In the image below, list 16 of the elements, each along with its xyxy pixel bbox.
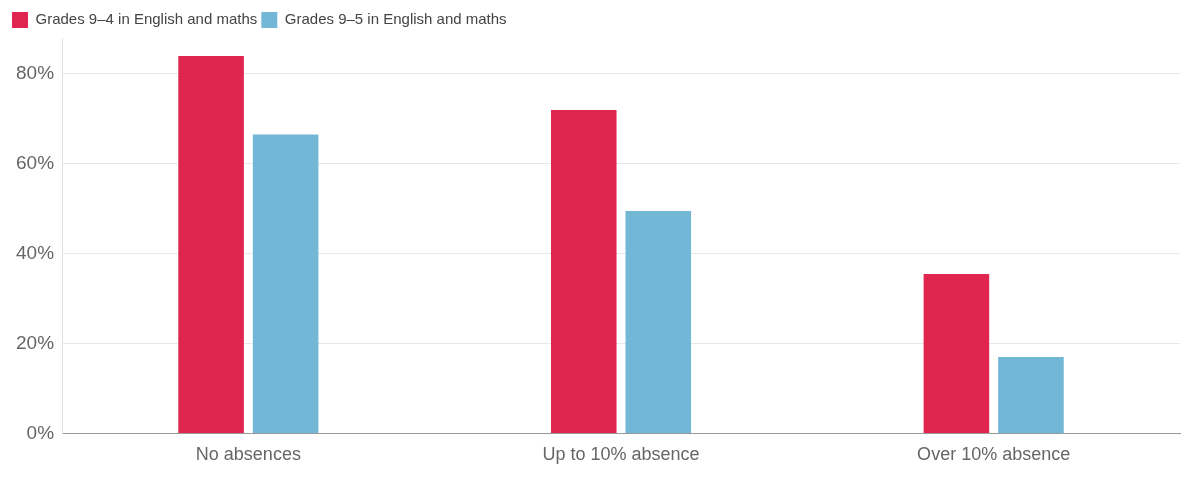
bar bbox=[252, 134, 319, 433]
y-tick-label: 0% bbox=[26, 421, 55, 443]
bar bbox=[923, 273, 990, 433]
bar bbox=[178, 55, 244, 433]
y-tick-label: 20% bbox=[16, 331, 55, 353]
x-tick-label: Over 10% absence bbox=[917, 444, 1071, 465]
x-tick-label: Up to 10% absence bbox=[542, 444, 700, 465]
legend-label: Grades 9–4 in English and maths bbox=[35, 10, 258, 28]
legend-label: Grades 9–5 in English and maths bbox=[284, 10, 507, 28]
y-tick-label: 80% bbox=[16, 62, 55, 84]
x-tick-label: No absences bbox=[195, 444, 301, 465]
bar bbox=[998, 357, 1064, 433]
y-tick-label: 60% bbox=[16, 152, 55, 174]
bar bbox=[625, 210, 692, 433]
bar bbox=[550, 109, 617, 433]
y-tick-label: 40% bbox=[16, 241, 55, 263]
